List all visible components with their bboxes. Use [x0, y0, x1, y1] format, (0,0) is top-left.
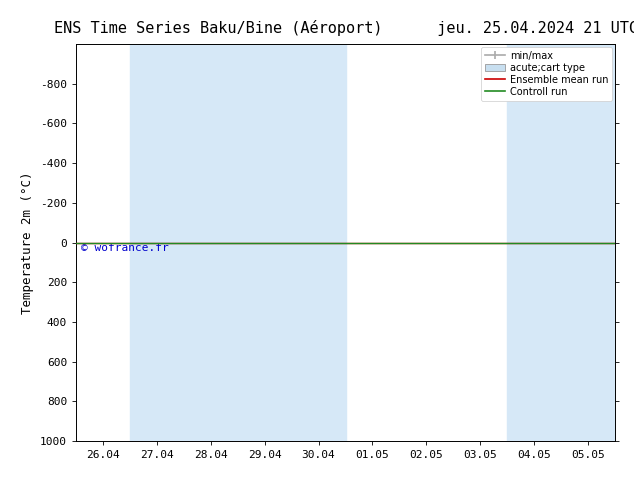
Title: ENS Time Series Baku/Bine (Aéroport)      jeu. 25.04.2024 21 UTC: ENS Time Series Baku/Bine (Aéroport) jeu…: [53, 20, 634, 36]
Bar: [507, 44, 561, 441]
Text: © wofrance.fr: © wofrance.fr: [81, 243, 169, 252]
Legend: min/max, acute;cart type, Ensemble mean run, Controll run: min/max, acute;cart type, Ensemble mean …: [481, 47, 612, 100]
Y-axis label: Temperature 2m (°C): Temperature 2m (°C): [22, 172, 34, 314]
Bar: [130, 44, 238, 441]
Bar: [238, 44, 346, 441]
Bar: [561, 44, 615, 441]
